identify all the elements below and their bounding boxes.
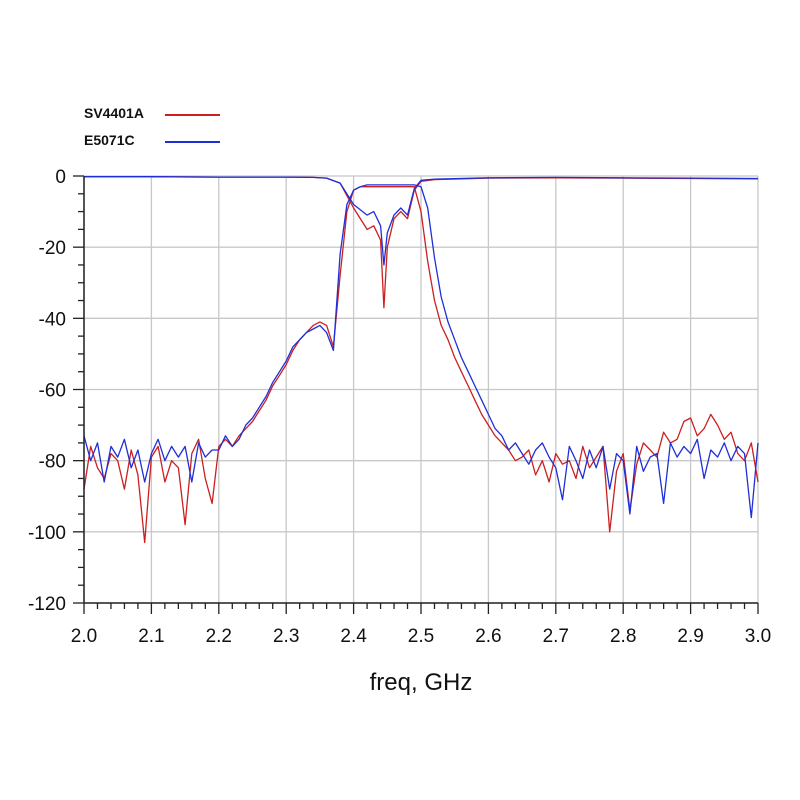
series-e5071c-reflection-line [84, 176, 759, 266]
x-tick-label: 2.0 [71, 626, 97, 647]
x-tick-label: 2.6 [475, 626, 501, 647]
series-e5071c-transmission-line [83, 184, 759, 519]
y-tick-label: 0 [55, 167, 66, 188]
x-tick-label: 2.7 [543, 626, 569, 647]
x-tick-label: 2.3 [273, 626, 299, 647]
x-tick-label: 2.5 [408, 626, 434, 647]
series-sv4401a-transmission-line [83, 186, 759, 544]
grid [83, 175, 759, 604]
x-tick-label: 2.1 [138, 626, 164, 647]
y-tick-label: -80 [39, 452, 66, 473]
y-tick-label: -40 [39, 309, 66, 330]
x-axis-label: freq, GHz [370, 669, 473, 696]
x-tick-label: 2.4 [340, 626, 367, 647]
legend-label-sv4401a: SV4401A [84, 105, 144, 121]
y-tick-label: -100 [28, 523, 66, 544]
legend: SV4401A E5071C [84, 105, 220, 148]
y-tick-label: -120 [28, 594, 66, 615]
x-tick-label: 2.2 [206, 626, 232, 647]
x-tick-label: 3.0 [745, 626, 771, 647]
plot-area [83, 176, 759, 544]
x-tick-label: 2.9 [677, 626, 703, 647]
y-tick-label: -60 [39, 381, 66, 402]
x-tick-label: 2.8 [610, 626, 636, 647]
axes: 2.0 2.1 2.2 2.3 2.4 2.5 2.6 2.7 2.8 2.9 3.0 0 -20 -40… [28, 167, 771, 647]
legend-label-e5071c: E5071C [84, 132, 135, 148]
y-tick-label: -20 [39, 238, 66, 259]
